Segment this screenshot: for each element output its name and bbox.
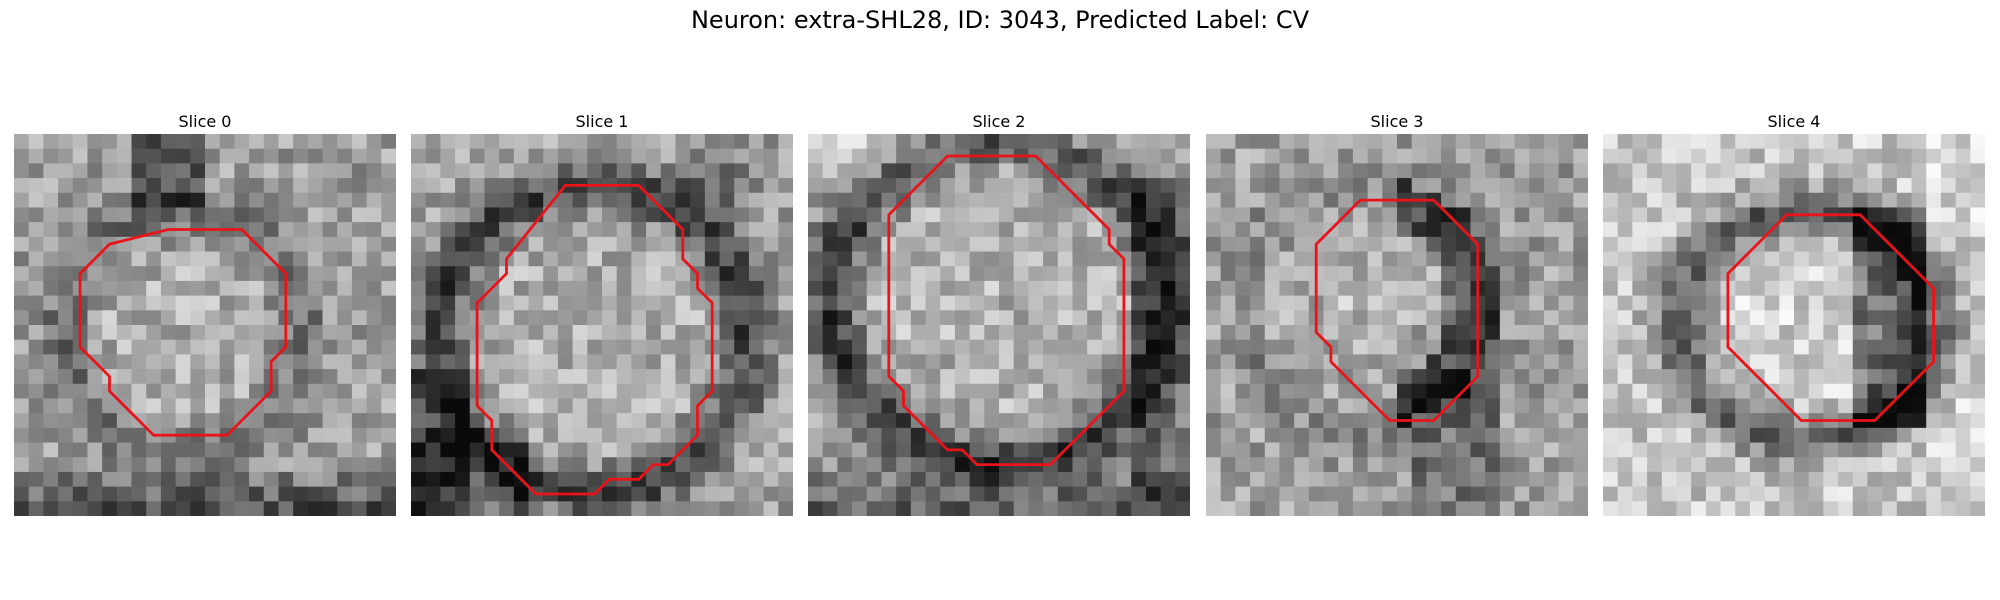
slice-image xyxy=(808,134,1190,516)
slice-image xyxy=(1206,134,1588,516)
panel-title: Slice 4 xyxy=(1767,112,1821,131)
figure-title: Neuron: extra-SHL28, ID: 3043, Predicted… xyxy=(690,6,1310,34)
panel-title: Slice 1 xyxy=(575,112,629,131)
pixel-grid xyxy=(808,134,1190,516)
slice-image xyxy=(14,134,396,516)
cell-contour xyxy=(78,228,288,437)
cell-contour xyxy=(1314,198,1480,422)
panel-title: Slice 2 xyxy=(972,112,1026,131)
pixel-grid xyxy=(14,134,396,516)
cell-contour xyxy=(887,154,1126,467)
pixel-grid xyxy=(411,134,793,516)
panel-title: Slice 0 xyxy=(178,112,232,131)
pixel-grid xyxy=(1206,134,1588,516)
panel-title: Slice 3 xyxy=(1370,112,1424,131)
cell-contour xyxy=(475,184,714,496)
cell-contour xyxy=(1726,213,1936,422)
slice-image xyxy=(411,134,793,516)
slice-image xyxy=(1603,134,1985,516)
pixel-grid xyxy=(1603,134,1985,516)
